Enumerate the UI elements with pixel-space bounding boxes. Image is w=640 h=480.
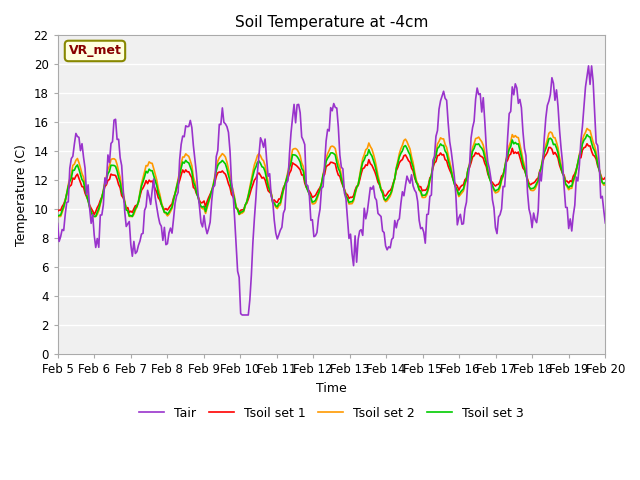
Line: Tsoil set 1: Tsoil set 1 — [58, 144, 605, 215]
Title: Soil Temperature at -4cm: Soil Temperature at -4cm — [235, 15, 428, 30]
Tsoil set 2 — [602, 182, 609, 188]
Line: Tsoil set 2: Tsoil set 2 — [58, 129, 605, 216]
Tair — [295, 101, 303, 107]
Tsoil set 2 — [54, 214, 61, 219]
Tsoil set 1 — [54, 208, 61, 214]
Tsoil set 3 — [90, 214, 98, 219]
Tsoil set 1 — [602, 174, 609, 180]
Tair — [585, 63, 593, 69]
Y-axis label: Temperature (C): Temperature (C) — [15, 144, 28, 246]
Tsoil set 2 — [571, 175, 579, 180]
Tsoil set 1 — [295, 165, 303, 171]
Tair — [246, 297, 253, 303]
Tsoil set 1 — [246, 192, 253, 197]
Tsoil set 2 — [217, 153, 225, 159]
Tsoil set 3 — [295, 156, 303, 162]
Text: VR_met: VR_met — [68, 45, 122, 58]
Tair — [54, 221, 61, 227]
Tsoil set 2 — [583, 126, 591, 132]
X-axis label: Time: Time — [316, 382, 347, 395]
Tair — [602, 220, 609, 226]
Tsoil set 3 — [583, 132, 591, 137]
Tsoil set 3 — [237, 209, 244, 215]
Tair — [238, 312, 246, 318]
Line: Tsoil set 3: Tsoil set 3 — [58, 134, 605, 216]
Tsoil set 1 — [583, 141, 591, 147]
Tair — [236, 275, 243, 280]
Tsoil set 3 — [122, 207, 130, 213]
Tsoil set 3 — [218, 157, 226, 163]
Tsoil set 1 — [237, 207, 244, 213]
Tair — [121, 208, 129, 214]
Tsoil set 3 — [602, 180, 609, 185]
Line: Tair: Tair — [58, 66, 605, 315]
Tsoil set 1 — [90, 212, 98, 217]
Tsoil set 2 — [236, 212, 243, 217]
Tsoil set 3 — [246, 186, 253, 192]
Tsoil set 2 — [244, 192, 252, 198]
Tsoil set 3 — [54, 214, 61, 219]
Tsoil set 3 — [573, 168, 580, 173]
Tair — [217, 122, 225, 128]
Tsoil set 1 — [122, 206, 130, 212]
Tair — [573, 174, 580, 180]
Tsoil set 1 — [218, 168, 226, 174]
Tsoil set 2 — [121, 198, 129, 204]
Legend: Tair, Tsoil set 1, Tsoil set 2, Tsoil set 3: Tair, Tsoil set 1, Tsoil set 2, Tsoil se… — [134, 402, 529, 425]
Tsoil set 1 — [573, 166, 580, 172]
Tsoil set 2 — [293, 147, 301, 153]
